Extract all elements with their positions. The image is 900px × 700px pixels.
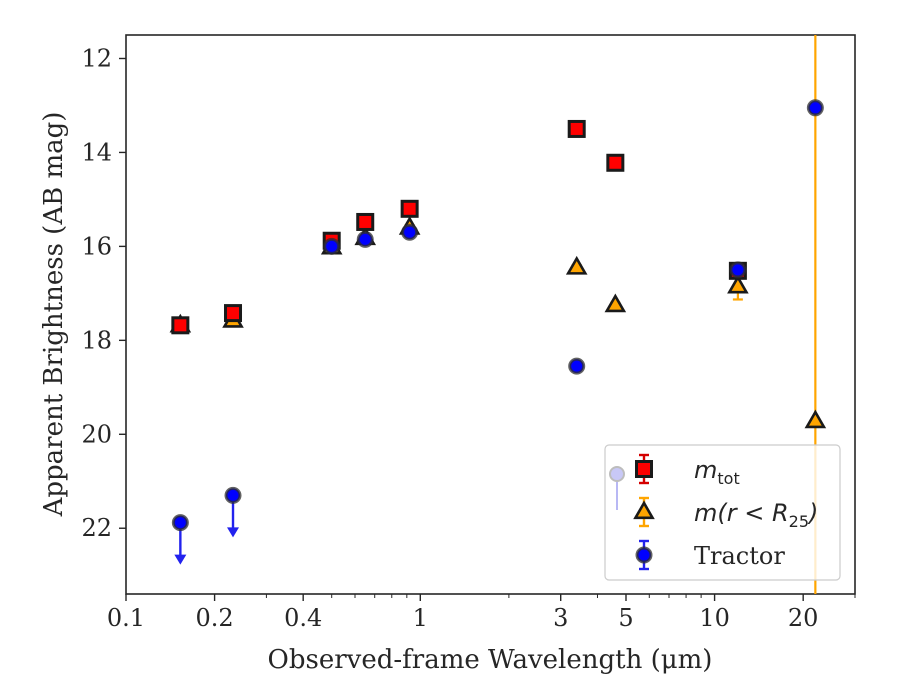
data-point [171,514,189,532]
ghost-point [609,466,625,482]
data-point [729,261,747,279]
data-point [567,119,586,138]
x-tick-label: 0.1 [107,604,145,632]
data-point [806,99,824,117]
legend-label: mtot [694,456,740,488]
data-point [604,293,627,313]
legend-marker [633,500,655,520]
series-circle [171,99,824,565]
data-point [400,199,419,218]
y-tick-label: 16 [81,232,112,260]
data-point [568,357,586,375]
data-point [727,274,749,294]
y-tick-label: 22 [81,514,112,542]
legend-marker [635,460,653,478]
data-point [606,153,625,172]
legend-marker [635,546,653,564]
data-point [224,304,243,323]
y-axis-label: Apparent Brightness (AB mag) [39,112,69,518]
x-tick-label: 0.4 [284,604,322,632]
axis-ticks: 0.1 0.2 0.4 1 3 5 10 20 12 14 16 18 20 22 [81,44,856,632]
data-point [356,212,375,231]
data-point [804,409,827,429]
x-axis-label: Observed-frame Wavelength (μm) [268,645,713,675]
y-tick-label: 12 [81,44,112,72]
data-point [401,223,419,241]
data-point [323,237,341,255]
y-tick-label: 14 [81,138,112,166]
upper-limit-arrowhead [227,527,240,538]
plot-marks [169,35,827,594]
x-tick-label: 10 [699,604,730,632]
upper-limit-arrowhead [174,554,187,565]
data-point [171,316,190,335]
legend: mtot m(r < R25) Tractor [604,444,841,581]
x-tick-label: 20 [788,604,819,632]
y-tick-label: 18 [81,326,112,354]
legend-box [604,444,841,581]
x-tick-label: 1 [413,604,428,632]
legend-label: Tractor [694,542,785,570]
x-tick-label: 5 [618,604,633,632]
data-point [224,486,242,504]
data-point [565,255,588,275]
x-tick-label: 0.2 [196,604,234,632]
y-tick-label: 20 [81,420,112,448]
x-tick-label: 3 [553,604,568,632]
legend-label: m(r < R25) [694,499,818,531]
data-point [356,230,374,248]
